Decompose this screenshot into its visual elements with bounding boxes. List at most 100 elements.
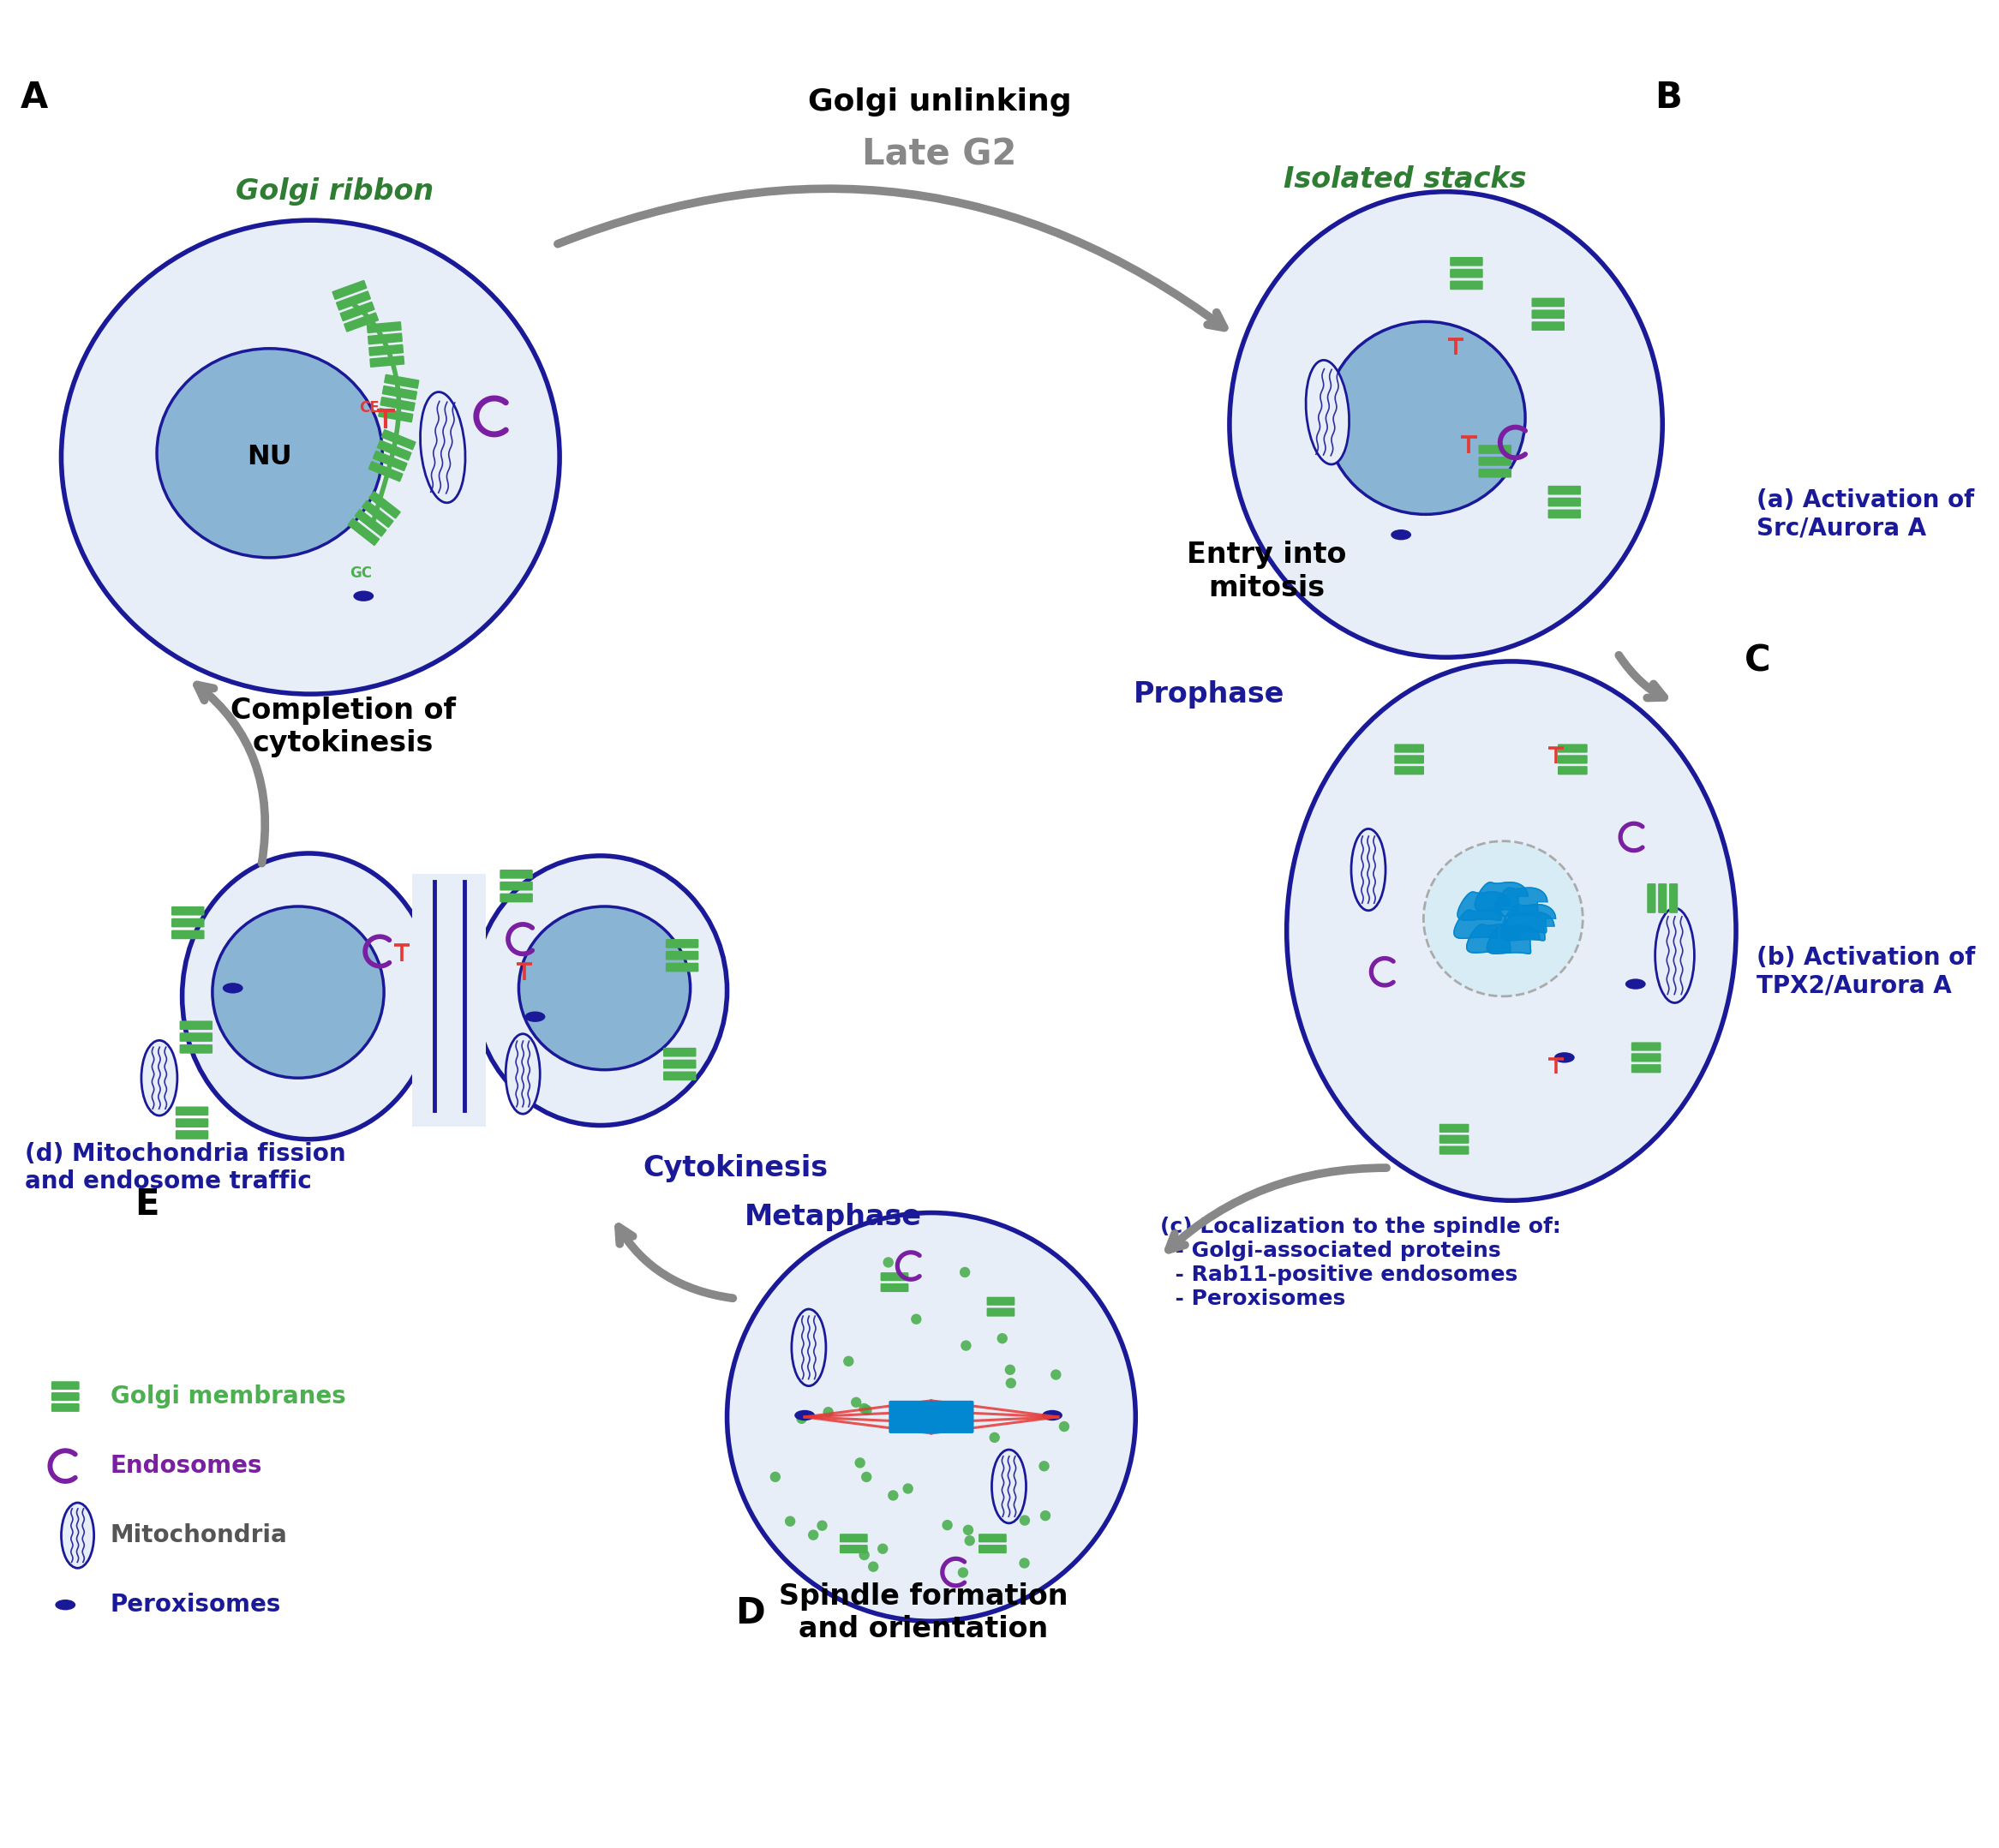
FancyBboxPatch shape — [1449, 268, 1483, 277]
FancyBboxPatch shape — [1531, 322, 1565, 331]
FancyBboxPatch shape — [52, 1403, 80, 1412]
FancyBboxPatch shape — [880, 1283, 910, 1292]
FancyBboxPatch shape — [1449, 257, 1483, 266]
FancyBboxPatch shape — [880, 1271, 910, 1281]
Text: B: B — [1655, 79, 1681, 116]
Text: Isolated stacks: Isolated stacks — [1283, 164, 1527, 194]
Circle shape — [818, 1521, 828, 1530]
Ellipse shape — [212, 906, 384, 1077]
FancyBboxPatch shape — [666, 952, 698, 959]
Ellipse shape — [420, 392, 466, 503]
Circle shape — [1005, 1379, 1015, 1388]
Text: D: D — [736, 1595, 766, 1632]
Circle shape — [1039, 1460, 1049, 1471]
FancyBboxPatch shape — [354, 508, 386, 538]
Ellipse shape — [474, 856, 728, 1125]
Text: Mitochondria: Mitochondria — [110, 1523, 288, 1547]
FancyBboxPatch shape — [1449, 281, 1483, 290]
Circle shape — [862, 1404, 872, 1416]
Circle shape — [808, 1530, 820, 1539]
FancyBboxPatch shape — [1395, 756, 1423, 763]
Circle shape — [912, 1314, 922, 1325]
Text: Completion of
cytokinesis: Completion of cytokinesis — [230, 697, 456, 758]
Polygon shape — [1457, 893, 1511, 920]
FancyBboxPatch shape — [664, 1072, 696, 1081]
Text: Prophase: Prophase — [1133, 680, 1285, 708]
FancyBboxPatch shape — [666, 963, 698, 972]
Ellipse shape — [1655, 907, 1695, 1003]
Ellipse shape — [792, 1308, 826, 1386]
Text: Spindle formation
and orientation: Spindle formation and orientation — [778, 1582, 1067, 1643]
FancyBboxPatch shape — [664, 1059, 696, 1068]
Circle shape — [786, 1515, 796, 1526]
Circle shape — [844, 1356, 854, 1366]
Ellipse shape — [1351, 830, 1385, 911]
Text: Endosomes: Endosomes — [110, 1454, 262, 1478]
Ellipse shape — [1041, 1410, 1061, 1421]
FancyBboxPatch shape — [180, 1020, 212, 1029]
FancyBboxPatch shape — [500, 893, 534, 902]
FancyBboxPatch shape — [370, 355, 404, 368]
Ellipse shape — [1555, 1052, 1575, 1063]
Ellipse shape — [142, 1040, 178, 1116]
Polygon shape — [1501, 913, 1553, 941]
Text: (c) Localization to the spindle of:
  - Golgi-associated proteins
  - Rab11-posi: (c) Localization to the spindle of: - Go… — [1159, 1216, 1561, 1308]
FancyBboxPatch shape — [1547, 497, 1581, 506]
Circle shape — [856, 1458, 866, 1467]
Text: Late G2: Late G2 — [862, 137, 1017, 174]
FancyBboxPatch shape — [664, 1048, 696, 1057]
Circle shape — [824, 1406, 834, 1417]
FancyBboxPatch shape — [368, 333, 402, 346]
Text: Peroxisomes: Peroxisomes — [110, 1593, 282, 1617]
FancyBboxPatch shape — [1479, 456, 1511, 466]
FancyBboxPatch shape — [376, 440, 412, 460]
FancyBboxPatch shape — [840, 1545, 868, 1554]
Ellipse shape — [506, 1033, 540, 1114]
Circle shape — [964, 1536, 976, 1547]
FancyBboxPatch shape — [1439, 1135, 1469, 1144]
Polygon shape — [1475, 881, 1527, 911]
Circle shape — [868, 1562, 880, 1573]
Circle shape — [998, 1332, 1007, 1343]
FancyBboxPatch shape — [372, 451, 408, 471]
Ellipse shape — [182, 854, 436, 1138]
FancyBboxPatch shape — [840, 1534, 868, 1543]
Text: Golgi unlinking: Golgi unlinking — [808, 87, 1071, 116]
Ellipse shape — [62, 220, 560, 695]
Circle shape — [770, 1471, 780, 1482]
FancyBboxPatch shape — [1531, 310, 1565, 320]
FancyBboxPatch shape — [1557, 767, 1587, 774]
FancyBboxPatch shape — [362, 501, 394, 529]
FancyBboxPatch shape — [1395, 767, 1423, 774]
Text: A: A — [20, 79, 48, 116]
Circle shape — [990, 1432, 1000, 1443]
Ellipse shape — [156, 349, 382, 558]
FancyBboxPatch shape — [172, 918, 204, 928]
Circle shape — [904, 1484, 914, 1493]
Ellipse shape — [520, 906, 690, 1070]
Circle shape — [888, 1489, 898, 1501]
Circle shape — [964, 1525, 974, 1536]
Polygon shape — [1503, 904, 1555, 933]
Text: Entry into
mitosis: Entry into mitosis — [1187, 541, 1345, 602]
Circle shape — [962, 1340, 972, 1351]
FancyBboxPatch shape — [382, 386, 418, 399]
Ellipse shape — [1229, 192, 1663, 658]
FancyBboxPatch shape — [412, 874, 486, 1127]
FancyBboxPatch shape — [1479, 469, 1511, 477]
Circle shape — [796, 1414, 808, 1425]
FancyBboxPatch shape — [52, 1392, 80, 1401]
Text: Golgi membranes: Golgi membranes — [110, 1384, 346, 1408]
FancyBboxPatch shape — [1439, 1146, 1469, 1155]
FancyBboxPatch shape — [988, 1308, 1015, 1316]
FancyBboxPatch shape — [180, 1033, 212, 1042]
Circle shape — [878, 1543, 888, 1554]
FancyBboxPatch shape — [1479, 445, 1511, 455]
FancyBboxPatch shape — [1531, 298, 1565, 307]
FancyBboxPatch shape — [666, 939, 698, 948]
Circle shape — [958, 1567, 968, 1578]
FancyBboxPatch shape — [500, 881, 534, 891]
Circle shape — [860, 1403, 870, 1414]
Text: Golgi ribbon: Golgi ribbon — [236, 177, 434, 205]
Circle shape — [942, 1519, 954, 1530]
